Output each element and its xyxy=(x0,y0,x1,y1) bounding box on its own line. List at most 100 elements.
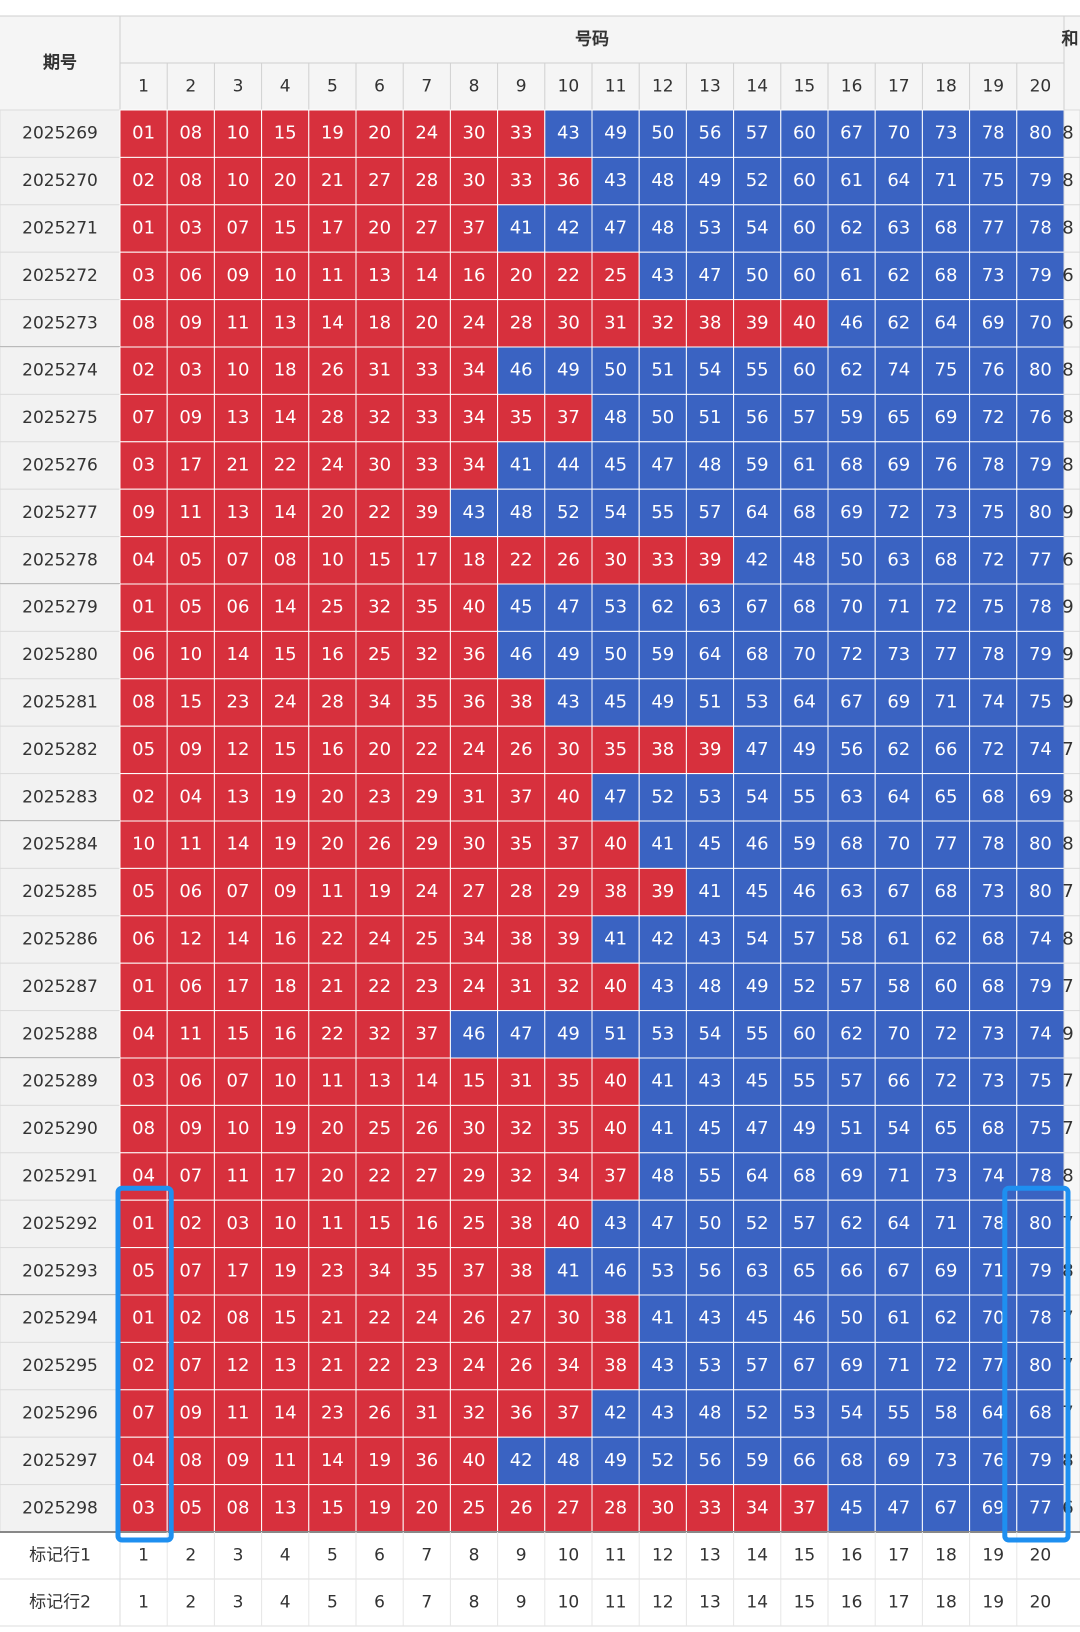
cell-blue xyxy=(685,109,735,158)
cell-blue xyxy=(733,1389,782,1438)
number: 42 xyxy=(510,1450,533,1471)
number: 53 xyxy=(699,1355,722,1376)
cell-red xyxy=(497,109,546,158)
cell-red xyxy=(119,773,168,822)
number: 42 xyxy=(746,549,769,570)
number: 30 xyxy=(557,739,580,760)
cell-blue xyxy=(1016,773,1065,822)
cell-blue xyxy=(1016,441,1065,490)
number: 55 xyxy=(651,502,674,523)
number: 34 xyxy=(557,1355,580,1376)
number: 34 xyxy=(463,407,486,428)
number: 62 xyxy=(935,1308,958,1329)
number: 37 xyxy=(463,1260,486,1281)
cell-red xyxy=(449,204,499,253)
number: 15 xyxy=(274,1308,297,1329)
sum: 8 xyxy=(1062,455,1073,476)
period: 2025276 xyxy=(22,456,98,476)
number: 65 xyxy=(887,407,910,428)
number: 75 xyxy=(1029,1071,1052,1092)
cell-blue xyxy=(685,1436,735,1486)
cell-red xyxy=(449,536,499,585)
number: 04 xyxy=(132,549,155,570)
number: 49 xyxy=(604,1450,627,1471)
number: 48 xyxy=(699,455,722,476)
cell-red xyxy=(685,725,735,775)
marker-value: 3 xyxy=(233,1593,244,1613)
cell-red xyxy=(166,630,215,680)
number: 41 xyxy=(651,1308,674,1329)
cell-red xyxy=(166,725,215,775)
number: 60 xyxy=(793,360,816,381)
cell-red xyxy=(166,441,215,490)
number: 15 xyxy=(321,1497,344,1518)
cell-red xyxy=(261,393,310,443)
number: 38 xyxy=(604,881,627,902)
cell-red xyxy=(497,299,546,348)
number: 34 xyxy=(463,455,486,476)
cell-red xyxy=(261,1010,310,1059)
cell-red xyxy=(119,1484,168,1533)
period: 2025278 xyxy=(22,550,98,570)
number: 33 xyxy=(415,360,438,381)
number: 39 xyxy=(651,881,674,902)
number: 73 xyxy=(935,123,958,144)
cell-blue xyxy=(638,109,687,158)
number: 64 xyxy=(793,692,816,713)
cell-blue xyxy=(733,251,782,301)
cell-blue xyxy=(780,1057,829,1106)
number: 47 xyxy=(887,1497,910,1518)
cell-blue xyxy=(1016,109,1065,158)
cell-red xyxy=(497,1484,546,1533)
number: 22 xyxy=(274,455,297,476)
cell-blue xyxy=(591,488,640,538)
number: 43 xyxy=(651,1403,674,1424)
number: 18 xyxy=(368,312,391,333)
number: 03 xyxy=(227,1213,250,1234)
sum: 6 xyxy=(1062,312,1073,333)
marker-value: 9 xyxy=(516,1546,527,1566)
number: 68 xyxy=(746,644,769,665)
number: 48 xyxy=(699,1403,722,1424)
number: 75 xyxy=(982,170,1005,191)
number: 12 xyxy=(179,929,202,950)
number: 53 xyxy=(699,786,722,807)
number: 78 xyxy=(982,455,1005,476)
number: 61 xyxy=(887,1308,910,1329)
number: 63 xyxy=(887,218,910,239)
marker-value: 3 xyxy=(233,1546,244,1566)
cell-blue xyxy=(591,109,640,158)
marker-value: 16 xyxy=(841,1546,863,1566)
number: 46 xyxy=(746,834,769,855)
number: 07 xyxy=(227,881,250,902)
cell-blue xyxy=(827,1010,876,1059)
marker-value: 5 xyxy=(327,1546,338,1566)
number: 73 xyxy=(982,1071,1005,1092)
number: 24 xyxy=(415,1308,438,1329)
number: 69 xyxy=(840,502,863,523)
cell-blue xyxy=(1016,1484,1065,1533)
number: 14 xyxy=(415,1071,438,1092)
cell-blue xyxy=(685,915,735,964)
cell-blue xyxy=(827,867,876,917)
number: 07 xyxy=(227,549,250,570)
cell-blue xyxy=(638,1341,687,1391)
number: 48 xyxy=(557,1450,580,1471)
cell-blue xyxy=(921,678,971,727)
cell-blue xyxy=(780,1389,829,1438)
number: 03 xyxy=(132,455,155,476)
number: 69 xyxy=(887,692,910,713)
cell-red xyxy=(261,1057,310,1106)
number: 16 xyxy=(463,265,486,286)
number: 09 xyxy=(132,502,155,523)
cell-red xyxy=(355,1057,404,1106)
cell-blue xyxy=(685,488,735,538)
cell-blue xyxy=(827,820,876,869)
cell-blue xyxy=(969,1294,1018,1343)
period: 2025269 xyxy=(22,124,98,144)
number: 02 xyxy=(179,1213,202,1234)
number: 49 xyxy=(793,1118,816,1139)
number: 16 xyxy=(321,644,344,665)
number: 15 xyxy=(179,692,202,713)
cell-blue xyxy=(449,1010,499,1059)
